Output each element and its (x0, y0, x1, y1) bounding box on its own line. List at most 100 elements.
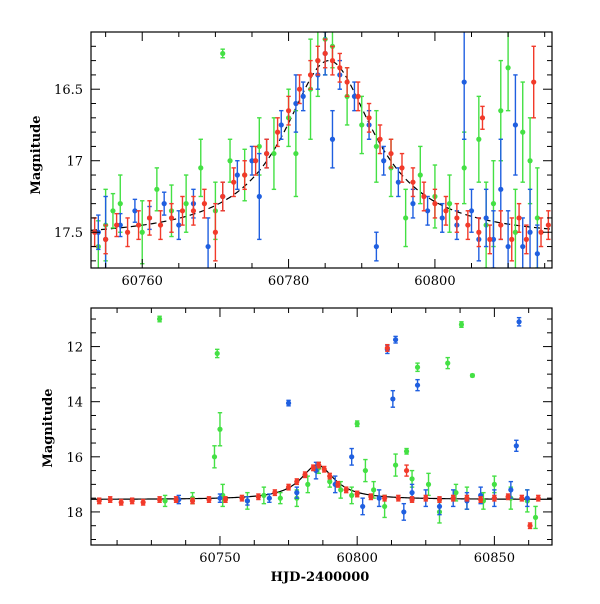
top-panel-red-point-17 (274, 117, 281, 148)
bottom-panel-red-marker-33 (478, 496, 484, 503)
top-panel-red-point-7 (168, 202, 175, 233)
bottom-panel-green-point-8 (261, 486, 267, 505)
bottom-panel-green-point-30 (469, 372, 476, 379)
top-panel-red-marker-42 (516, 215, 522, 221)
top-panel-red-marker-25 (344, 79, 350, 85)
bottom-panel-green-point-3 (211, 445, 218, 469)
top-panel-red-point-20 (307, 59, 314, 90)
top-panel-green-point-8 (198, 138, 204, 198)
top-panel-red-point-21 (315, 45, 321, 76)
top-panel-red-point-25 (344, 67, 350, 98)
bottom-panel-red-point-21 (343, 486, 349, 494)
top-panel-red-point-41 (509, 217, 515, 262)
bottom-panel-red-marker-25 (384, 345, 390, 351)
bottom-panel-x-tick-label: 60750 (199, 551, 240, 566)
top-panel-red-point-23 (329, 45, 336, 76)
bottom-panel-blue-point-5 (294, 486, 300, 499)
top-panel-green-marker-16 (293, 150, 299, 157)
bottom-panel-red-point-22 (354, 490, 360, 498)
bottom-panel-blue-marker-24 (513, 443, 519, 449)
bottom-panel-series-blue (176, 316, 530, 521)
top-panel-green-point-23 (373, 109, 379, 183)
bottom-panel-red-point-35 (505, 493, 511, 501)
bottom-panel-green-marker-23 (414, 364, 421, 370)
top-panel-blue-point-12 (256, 152, 262, 241)
top-panel-red-marker-30 (399, 165, 405, 171)
top-panel-red-marker-15 (253, 158, 259, 164)
bottom-panel-red-point-27 (403, 464, 410, 477)
top-panel-green-marker-25 (403, 215, 409, 221)
top-panel-green-point-30 (476, 95, 482, 183)
bottom-panel-red-point-33 (478, 496, 484, 503)
bottom-panel-green-point-35 (532, 505, 539, 530)
top-panel-red-marker-10 (201, 201, 208, 207)
top-panel-green-marker-7 (183, 201, 189, 207)
top-panel-red-marker-1 (103, 236, 109, 242)
top-panel-red-point-24 (337, 52, 343, 83)
bottom-panel-red-marker-14 (294, 479, 300, 485)
bottom-panel-green-marker-22 (409, 476, 415, 482)
top-panel-red-marker-16 (264, 150, 270, 157)
bottom-panel-blue-point-13 (392, 335, 399, 344)
bottom-panel-red-marker-17 (316, 462, 322, 468)
bottom-panel-green-point-24 (425, 472, 432, 497)
top-panel-red-point-38 (479, 105, 486, 130)
bottom-panel-model-curve (91, 464, 552, 500)
bottom-panel-red-marker-23 (368, 494, 374, 500)
bottom-panel-blue-point-2 (244, 496, 251, 506)
top-panel-blue-point-34 (490, 210, 497, 268)
bottom-panel-red-marker-6 (173, 496, 179, 503)
top-panel-red-marker-14 (242, 172, 248, 178)
bottom-panel-red-point-38 (535, 494, 541, 502)
bottom-panel: Magnitude HJD-2400000 60750 60800 60850 12 1… (41, 307, 553, 585)
top-panel-series-green (95, 32, 540, 268)
bottom-panel-x-tick-label: 60800 (336, 551, 377, 566)
bottom-panel-green-marker-35 (532, 514, 539, 521)
bottom-panel-blue-point-10 (376, 489, 382, 508)
top-panel-red-point-34 (443, 195, 449, 226)
bottom-panel-green-marker-11 (305, 481, 311, 487)
bottom-panel-red-marker-26 (395, 495, 401, 501)
top-panel: Magnitude 60760 60780 60800 16.5 17 17.5 (29, 31, 553, 289)
top-panel-red-point-46 (545, 210, 551, 241)
top-panel-red-point-39 (487, 224, 493, 255)
bottom-panel-blue-point-3 (266, 493, 272, 503)
bottom-panel-blue-marker-18 (436, 503, 443, 510)
top-panel-red-point-31 (410, 167, 416, 198)
bottom-panel-red-point-9 (222, 496, 229, 503)
bottom-panel-blue-point-12 (390, 389, 396, 408)
top-panel-blue-marker-40 (534, 251, 540, 257)
top-panel-red-marker-5 (146, 215, 153, 221)
top-panel-green-point-5 (154, 167, 160, 212)
top-panel-red-marker-45 (538, 229, 544, 235)
top-panel-green-marker-30 (476, 136, 482, 142)
top-panel-y-tick-label: 17 (66, 155, 83, 170)
top-panel-red-point-44 (531, 45, 537, 119)
top-panel-model-curve (91, 60, 552, 231)
bottom-panel-red-marker-31 (450, 495, 456, 501)
bottom-panel-y-tick-label: 12 (66, 341, 83, 356)
bottom-panel-data (91, 315, 552, 530)
top-panel-green-point-2 (110, 192, 116, 229)
top-panel-red-marker-17 (274, 129, 281, 135)
bottom-panel-red-point-37 (527, 522, 533, 530)
bottom-panel-blue-point-9 (360, 497, 366, 516)
top-panel-green-marker-5 (154, 186, 160, 192)
top-panel-red-point-1 (103, 224, 109, 255)
bottom-panel-red-marker-2 (118, 499, 124, 505)
bottom-panel-blue-point-25 (516, 316, 522, 327)
bottom-panel-green-marker-16 (354, 421, 360, 427)
bottom-panel-green-point-21 (403, 447, 410, 455)
bottom-panel-red-marker-18 (321, 466, 327, 472)
top-panel-blue-marker-21 (351, 93, 358, 99)
bottom-panel-red-marker-24 (382, 495, 388, 501)
bottom-panel-blue-point-26 (524, 489, 530, 508)
top-panel-y-tick-label: 16.5 (54, 83, 83, 98)
top-panel-green-marker-2 (110, 208, 116, 214)
bottom-panel-red-point-25 (384, 343, 390, 352)
bottom-panel-blue-marker-15 (409, 490, 415, 496)
top-panel-blue-point-14 (278, 109, 284, 140)
bottom-panel-red-point-15 (302, 471, 308, 479)
bottom-panel-red-marker-21 (343, 487, 349, 493)
